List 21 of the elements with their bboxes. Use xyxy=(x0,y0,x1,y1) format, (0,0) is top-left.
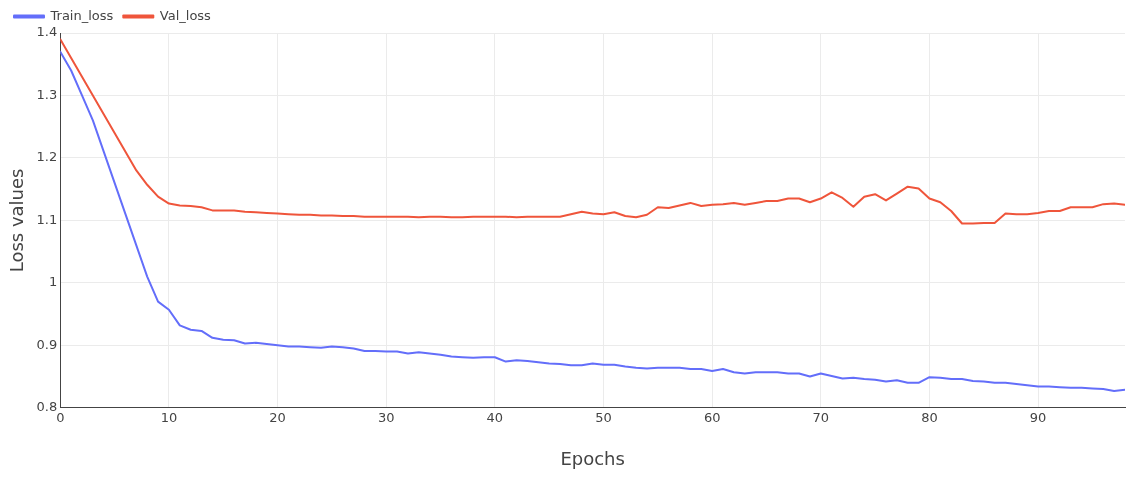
y-tick-label: 1.2 xyxy=(36,149,58,165)
x-tick-label: 90 xyxy=(1029,409,1047,425)
x-tick-label: 50 xyxy=(595,409,612,425)
x-tick-label: 20 xyxy=(269,409,286,425)
y-tick-label: 1 xyxy=(48,274,58,290)
y-tick-label: 0.8 xyxy=(36,399,58,415)
legend-label: Train_loss xyxy=(49,7,114,23)
x-tick-label: 30 xyxy=(377,409,395,425)
x-tick-label: 80 xyxy=(921,409,938,425)
x-tick-label: 70 xyxy=(812,409,830,425)
x-axis-title: Epochs xyxy=(560,447,625,469)
y-tick-label: 1.1 xyxy=(36,211,58,227)
y-tick-label: 0.9 xyxy=(36,336,58,352)
y-tick-label: 1.3 xyxy=(36,86,58,102)
x-tick-label: 0 xyxy=(56,409,65,425)
x-tick-label: 40 xyxy=(486,409,504,425)
x-tick-label: 60 xyxy=(703,409,721,425)
y-tick-label: 1.4 xyxy=(36,24,58,40)
legend-label: Val_loss xyxy=(159,7,212,23)
x-tick-label: 10 xyxy=(160,409,178,425)
y-axis-title: Loss values xyxy=(6,168,28,273)
